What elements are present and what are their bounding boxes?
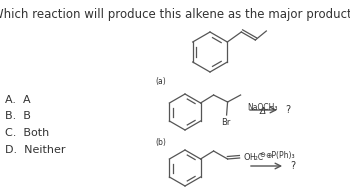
Text: C.  Both: C. Both bbox=[5, 128, 49, 138]
Text: Which reaction will produce this alkene as the major product?: Which reaction will produce this alkene … bbox=[0, 8, 350, 21]
Text: (b): (b) bbox=[155, 138, 166, 147]
Text: A.  A: A. A bbox=[5, 95, 31, 105]
Text: O: O bbox=[244, 153, 250, 162]
Text: ?: ? bbox=[290, 161, 295, 171]
Text: NaOCH₃: NaOCH₃ bbox=[248, 103, 278, 112]
Text: Br: Br bbox=[221, 118, 230, 127]
Text: H₂C: H₂C bbox=[249, 153, 263, 162]
Text: B.  B: B. B bbox=[5, 111, 31, 121]
Text: (a): (a) bbox=[155, 77, 166, 86]
Text: ⊕P(Ph)₃: ⊕P(Ph)₃ bbox=[265, 151, 295, 160]
Text: ?: ? bbox=[285, 105, 290, 115]
Text: Δ: Δ bbox=[260, 107, 266, 116]
Text: ⊖: ⊖ bbox=[259, 152, 265, 158]
Text: D.  Neither: D. Neither bbox=[5, 145, 65, 155]
